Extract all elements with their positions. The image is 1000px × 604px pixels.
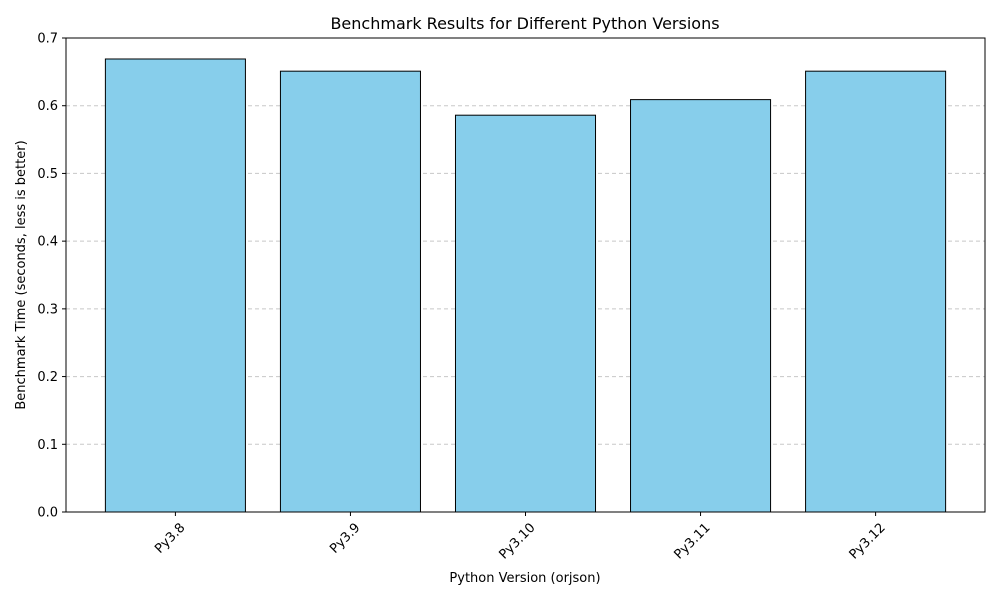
y-tick-label: 0.4 [37, 235, 58, 250]
x-tick-label: Py3.8 [152, 520, 188, 556]
y-tick-label: 0.6 [37, 99, 58, 114]
y-axis-label: Benchmark Time (seconds, less is better) [14, 140, 29, 409]
bar-py3-8 [104, 58, 246, 513]
bar-py3-11 [630, 99, 772, 513]
y-tick-label: 0.7 [37, 32, 58, 47]
bar-py3-10 [454, 114, 597, 513]
x-tick-label: Py3.10 [496, 520, 538, 562]
y-tick-label: 0.2 [37, 370, 58, 385]
y-tick-label: 0.1 [37, 438, 58, 453]
x-tick-label: Py3.12 [847, 520, 889, 562]
y-tick-label: 0.3 [37, 302, 58, 317]
x-axis-label: Python Version (orjson) [449, 571, 600, 586]
chart-title: Benchmark Results for Different Python V… [330, 14, 719, 33]
bar-py3-9 [279, 70, 421, 513]
y-tick-label: 0.0 [37, 506, 58, 521]
x-axis: Py3.8 Py3.9 Py3.10 Py3.11 Py3.12 [152, 512, 889, 563]
x-tick-label: Py3.9 [327, 520, 363, 556]
bar-py3-12 [805, 70, 947, 513]
x-tick-label: Py3.11 [672, 520, 714, 562]
y-tick-label: 0.5 [37, 167, 58, 182]
y-axis: 0.0 0.1 0.2 0.3 0.4 0.5 0.6 0.7 [37, 32, 66, 521]
bars [104, 58, 947, 513]
